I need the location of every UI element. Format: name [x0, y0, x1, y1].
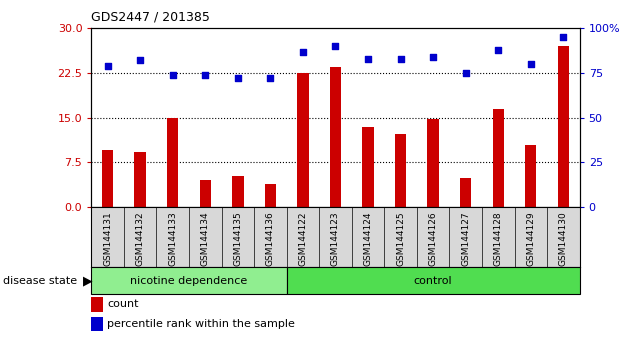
Bar	[493, 109, 504, 207]
Bar	[362, 127, 374, 207]
Point	[525, 61, 536, 67]
Bar	[265, 184, 276, 207]
Bar	[134, 152, 146, 207]
Bar	[167, 118, 178, 207]
Point	[558, 34, 568, 40]
Point	[396, 56, 406, 62]
Bar	[232, 176, 244, 207]
Text: GSM144122: GSM144122	[299, 211, 307, 266]
Text: GSM144124: GSM144124	[364, 211, 372, 266]
Bar	[200, 180, 211, 207]
Text: GSM144125: GSM144125	[396, 211, 405, 266]
Bar	[329, 67, 341, 207]
Bar	[102, 150, 113, 207]
Point	[428, 54, 438, 60]
Bar	[558, 46, 569, 207]
Text: GSM144132: GSM144132	[135, 211, 145, 266]
Point	[493, 47, 503, 53]
Text: GSM144133: GSM144133	[168, 211, 177, 266]
Text: control: control	[414, 275, 452, 286]
Point	[330, 44, 340, 49]
Point	[461, 70, 471, 76]
Point	[363, 56, 373, 62]
Text: count: count	[107, 299, 139, 309]
Bar	[525, 144, 537, 207]
Point	[200, 72, 210, 78]
Text: disease state: disease state	[3, 276, 77, 286]
Text: percentile rank within the sample: percentile rank within the sample	[107, 319, 295, 329]
Text: GSM144131: GSM144131	[103, 211, 112, 266]
Point	[135, 58, 146, 63]
Point	[298, 49, 308, 55]
Bar	[395, 135, 406, 207]
Text: GSM144127: GSM144127	[461, 211, 470, 266]
Text: nicotine dependence: nicotine dependence	[130, 275, 248, 286]
Bar	[460, 178, 471, 207]
Text: GSM144129: GSM144129	[526, 211, 536, 266]
Text: GSM144126: GSM144126	[428, 211, 438, 266]
Text: GSM144123: GSM144123	[331, 211, 340, 266]
Text: GSM144130: GSM144130	[559, 211, 568, 266]
Text: GSM144128: GSM144128	[494, 211, 503, 266]
FancyBboxPatch shape	[287, 267, 580, 294]
Text: ▶: ▶	[83, 274, 93, 287]
Point	[233, 75, 243, 81]
Point	[265, 75, 275, 81]
Bar	[427, 119, 439, 207]
Bar	[297, 73, 309, 207]
Text: GSM144134: GSM144134	[201, 211, 210, 266]
Text: GDS2447 / 201385: GDS2447 / 201385	[91, 10, 210, 23]
Point	[103, 63, 113, 69]
FancyBboxPatch shape	[91, 267, 287, 294]
Text: GSM144136: GSM144136	[266, 211, 275, 266]
Point	[168, 72, 178, 78]
Text: GSM144135: GSM144135	[233, 211, 243, 266]
